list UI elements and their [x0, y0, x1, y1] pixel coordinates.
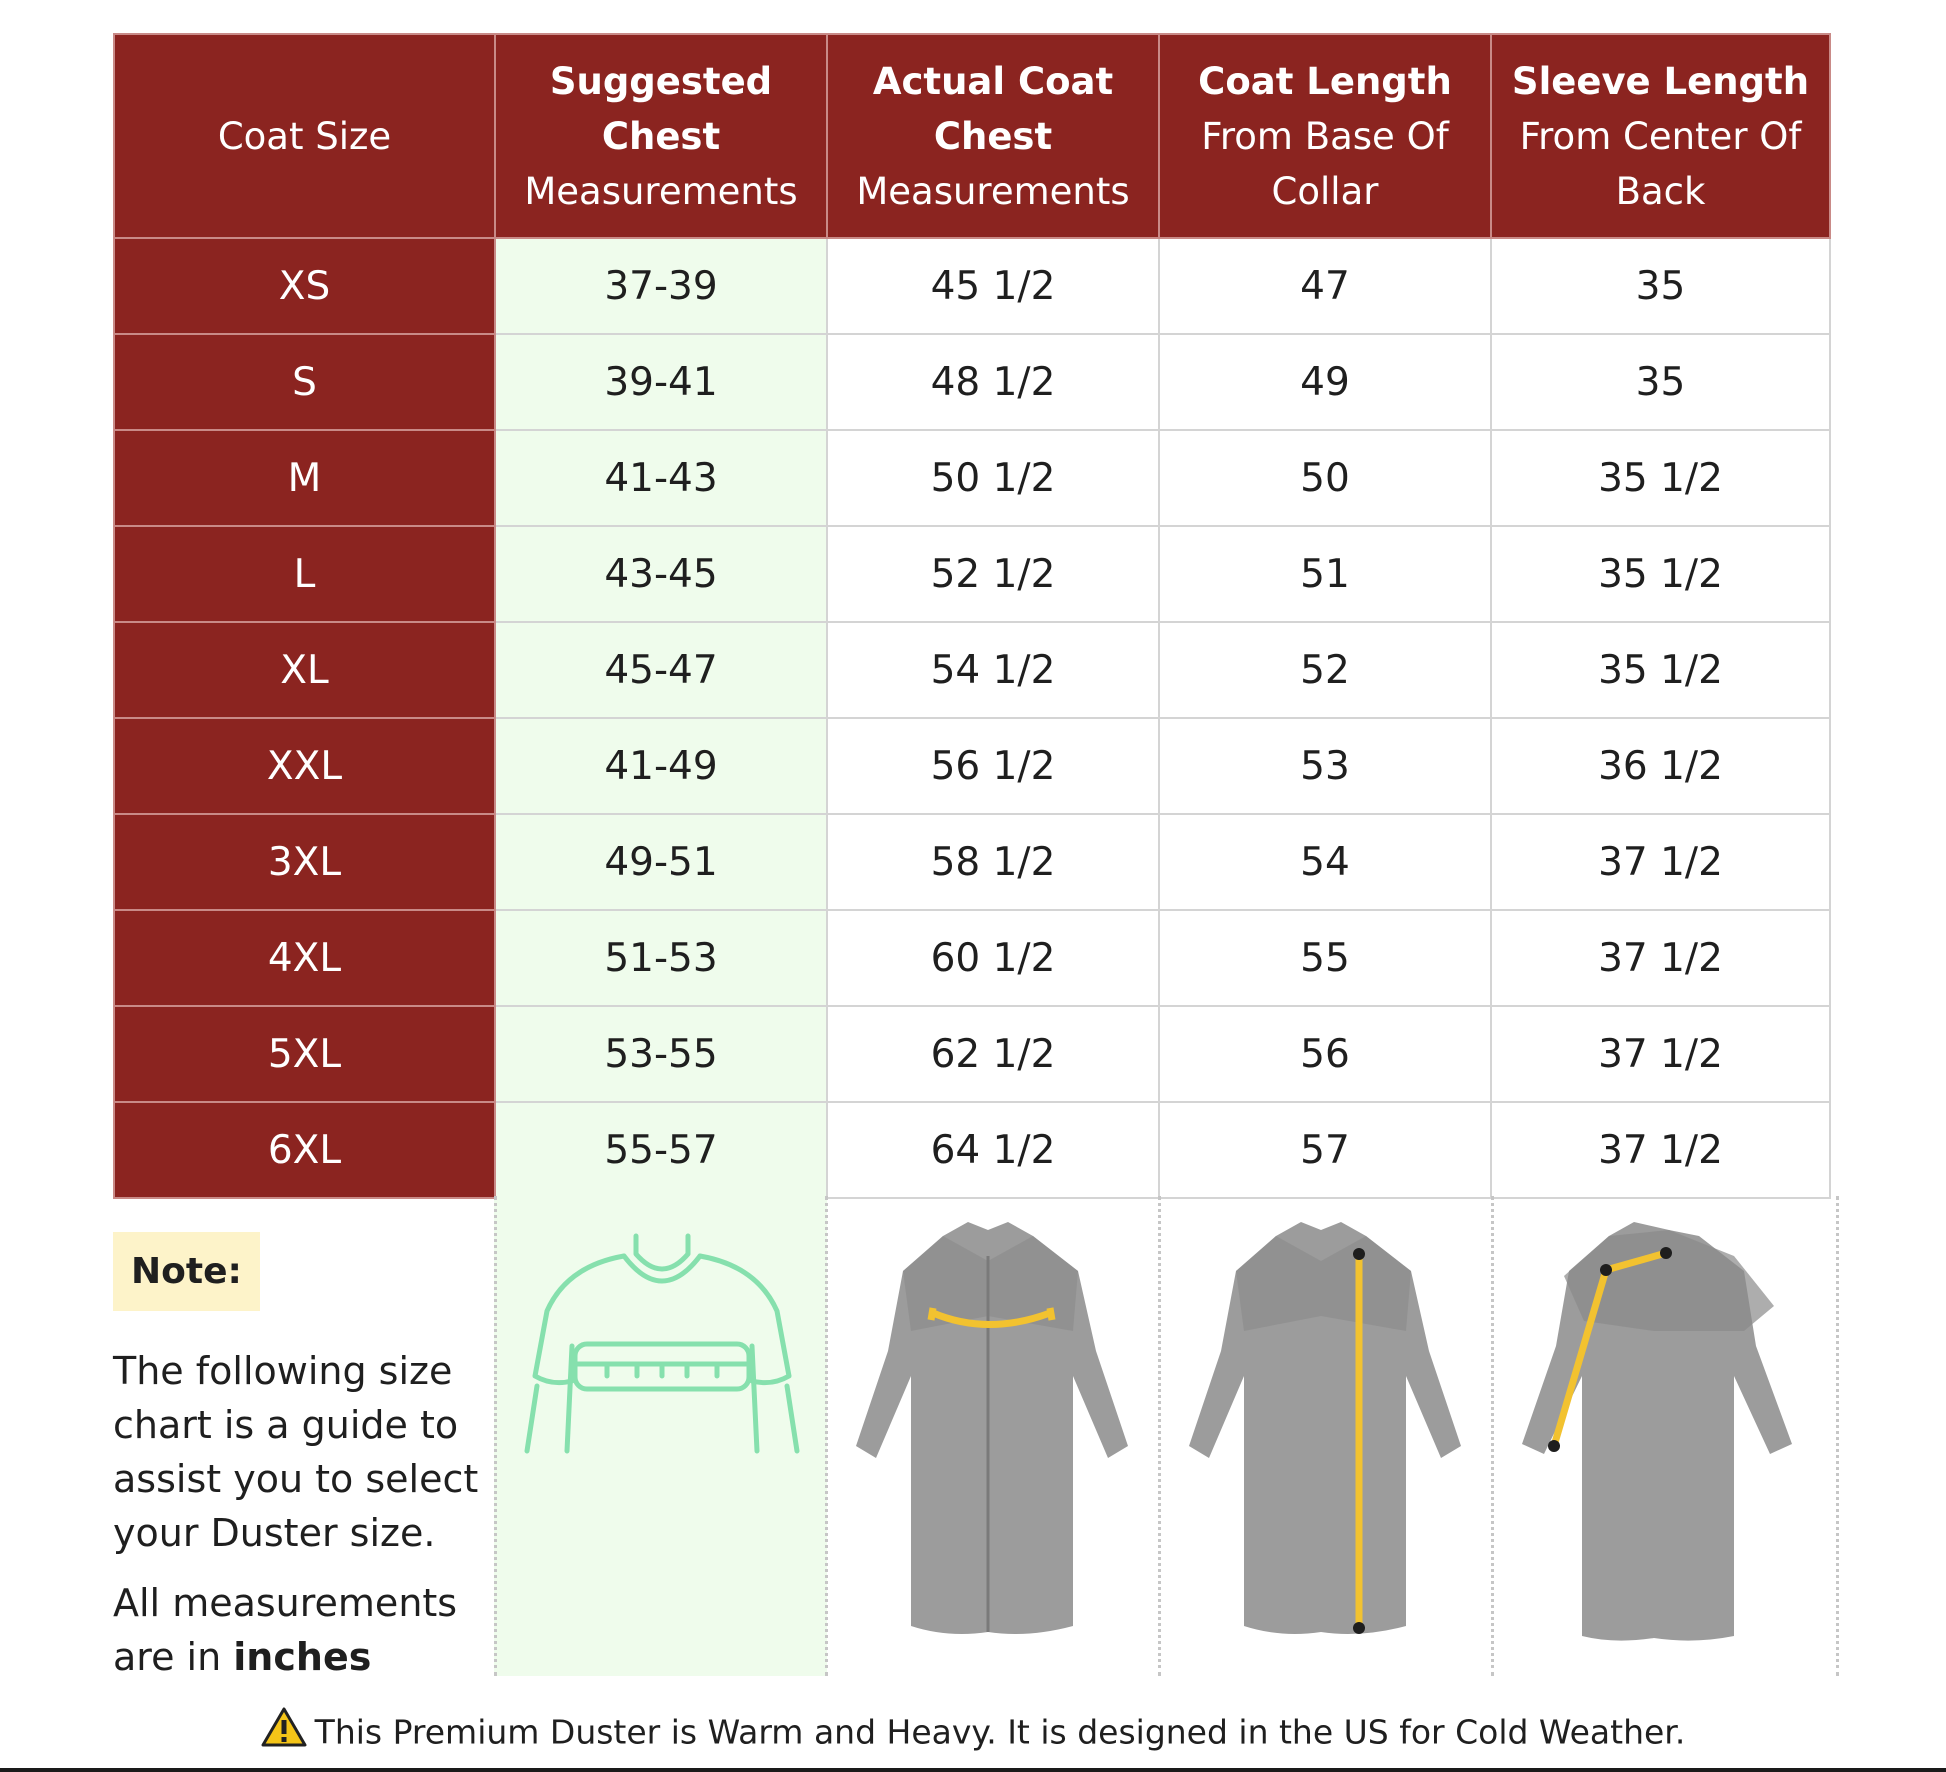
- table-row: 4XL 51-53 60 1/2 55 37 1/2: [113, 909, 1831, 1007]
- size-cell: XXL: [113, 717, 496, 815]
- header-actual-coat-chest: Actual Coat Chest Measurements: [826, 33, 1160, 239]
- size-cell: M: [113, 429, 496, 527]
- coat-length-coat-image: [1189, 1222, 1461, 1634]
- actual-chest-cell: 62 1/2: [826, 1005, 1160, 1103]
- header-coat-length: Coat Length From Base Of Collar: [1158, 33, 1492, 239]
- actual-chest-cell: 64 1/2: [826, 1101, 1160, 1199]
- suggested-chest-cell: 49-51: [494, 813, 828, 911]
- coat-length-cell: 55: [1158, 909, 1492, 1007]
- size-cell: S: [113, 333, 496, 431]
- table-body: XS 37-39 45 1/2 47 35 S 39-41 48 1/2 49 35 M 41-43 5…: [113, 237, 1831, 1199]
- size-cell: XL: [113, 621, 496, 719]
- suggested-chest-cell: 43-45: [494, 525, 828, 623]
- coat-length-panel: [1158, 1196, 1493, 1676]
- sleeve-length-cell: 36 1/2: [1490, 717, 1831, 815]
- sleeve-length-cell: 35: [1490, 237, 1831, 335]
- note-units-bold: inches: [233, 1635, 372, 1679]
- coat-length-cell: 49: [1158, 333, 1492, 431]
- footer-warning: This Premium Duster is Warm and Heavy. I…: [0, 1706, 1946, 1762]
- actual-chest-cell: 54 1/2: [826, 621, 1160, 719]
- sleeve-length-coat-image: [1522, 1222, 1792, 1641]
- note-text: The following size chart is a guide to a…: [113, 1344, 483, 1700]
- suggested-chest-cell: 55-57: [494, 1101, 828, 1199]
- suggested-chest-cell: 53-55: [494, 1005, 828, 1103]
- header-sleeve-length-sub: From Center Of Back: [1519, 114, 1802, 213]
- size-cell: L: [113, 525, 496, 623]
- coat-length-cell: 53: [1158, 717, 1492, 815]
- sleeve-length-cell: 35 1/2: [1490, 429, 1831, 527]
- suggested-chest-cell: 51-53: [494, 909, 828, 1007]
- note-paragraph-units: All measurements are in inches: [113, 1576, 483, 1684]
- suggested-chest-cell: 45-47: [494, 621, 828, 719]
- actual-chest-cell: 50 1/2: [826, 429, 1160, 527]
- coat-length-cell: 57: [1158, 1101, 1492, 1199]
- suggested-chest-cell: 39-41: [494, 333, 828, 431]
- table-row: 3XL 49-51 58 1/2 54 37 1/2: [113, 813, 1831, 911]
- table-row: XS 37-39 45 1/2 47 35: [113, 237, 1831, 335]
- header-suggested-chest: Suggested Chest Measurements: [494, 33, 828, 239]
- coat-length-cell: 47: [1158, 237, 1492, 335]
- sleeve-length-panel: [1491, 1196, 1839, 1676]
- warning-icon: [261, 1706, 307, 1762]
- coat-length-cell: 52: [1158, 621, 1492, 719]
- note-units-prefix: All measurements are in: [113, 1581, 458, 1679]
- header-coat-length-title: Coat Length: [1198, 59, 1452, 103]
- sleeve-length-cell: 37 1/2: [1490, 813, 1831, 911]
- note-paragraph-guide: The following size chart is a guide to a…: [113, 1349, 479, 1555]
- table-row: XXL 41-49 56 1/2 53 36 1/2: [113, 717, 1831, 815]
- sleeve-length-cell: 35: [1490, 333, 1831, 431]
- table-row: XL 45-47 54 1/2 52 35 1/2: [113, 621, 1831, 719]
- sleeve-length-cell: 35 1/2: [1490, 621, 1831, 719]
- header-coat-size-label: Coat Size: [217, 114, 392, 158]
- coat-length-cell: 54: [1158, 813, 1492, 911]
- note-badge: Note:: [113, 1232, 260, 1311]
- size-cell: 5XL: [113, 1005, 496, 1103]
- size-chart-table: Coat Size Suggested Chest Measurements A…: [113, 33, 1831, 1199]
- table-row: L 43-45 52 1/2 51 35 1/2: [113, 525, 1831, 623]
- table-row: M 41-43 50 1/2 50 35 1/2: [113, 429, 1831, 527]
- actual-chest-cell: 45 1/2: [826, 237, 1160, 335]
- coat-length-cell: 50: [1158, 429, 1492, 527]
- actual-chest-cell: 52 1/2: [826, 525, 1160, 623]
- header-row: Coat Size Suggested Chest Measurements A…: [113, 33, 1831, 239]
- table-row: 5XL 53-55 62 1/2 56 37 1/2: [113, 1005, 1831, 1103]
- header-suggested-chest-sub: Measurements: [524, 169, 798, 213]
- actual-chest-cell: 56 1/2: [826, 717, 1160, 815]
- coat-length-cell: 51: [1158, 525, 1492, 623]
- table-row: S 39-41 48 1/2 49 35: [113, 333, 1831, 431]
- size-cell: 4XL: [113, 909, 496, 1007]
- header-sleeve-length: Sleeve Length From Center Of Back: [1490, 33, 1831, 239]
- sleeve-length-cell: 35 1/2: [1490, 525, 1831, 623]
- table-row: 6XL 55-57 64 1/2 57 37 1/2: [113, 1101, 1831, 1199]
- header-sleeve-length-title: Sleeve Length: [1511, 59, 1810, 103]
- footer-warning-text: This Premium Duster is Warm and Heavy. I…: [314, 1712, 1686, 1752]
- actual-chest-cell: 60 1/2: [826, 909, 1160, 1007]
- sleeve-length-cell: 37 1/2: [1490, 1005, 1831, 1103]
- coat-length-cell: 56: [1158, 1005, 1492, 1103]
- suggested-chest-cell: 41-43: [494, 429, 828, 527]
- actual-chest-cell: 48 1/2: [826, 333, 1160, 431]
- chest-sketch-panel: [494, 1196, 827, 1676]
- sleeve-length-cell: 37 1/2: [1490, 1101, 1831, 1199]
- actual-chest-cell: 58 1/2: [826, 813, 1160, 911]
- header-actual-coat-chest-sub: Measurements: [856, 169, 1130, 213]
- suggested-chest-cell: 37-39: [494, 237, 828, 335]
- sleeve-length-cell: 37 1/2: [1490, 909, 1831, 1007]
- actual-chest-coat-panel: [825, 1196, 1160, 1676]
- suggested-chest-cell: 41-49: [494, 717, 828, 815]
- header-coat-length-sub: From Base Of Collar: [1201, 114, 1449, 213]
- chest-measure-sketch: [524, 1233, 800, 1454]
- bottom-divider: [0, 1768, 1946, 1772]
- header-coat-size: Coat Size: [113, 33, 496, 239]
- header-actual-coat-chest-title: Actual Coat Chest: [872, 59, 1114, 158]
- header-suggested-chest-title: Suggested Chest: [549, 59, 773, 158]
- size-cell: 3XL: [113, 813, 496, 911]
- size-cell: XS: [113, 237, 496, 335]
- size-cell: 6XL: [113, 1101, 496, 1199]
- actual-chest-coat-image: [856, 1222, 1128, 1634]
